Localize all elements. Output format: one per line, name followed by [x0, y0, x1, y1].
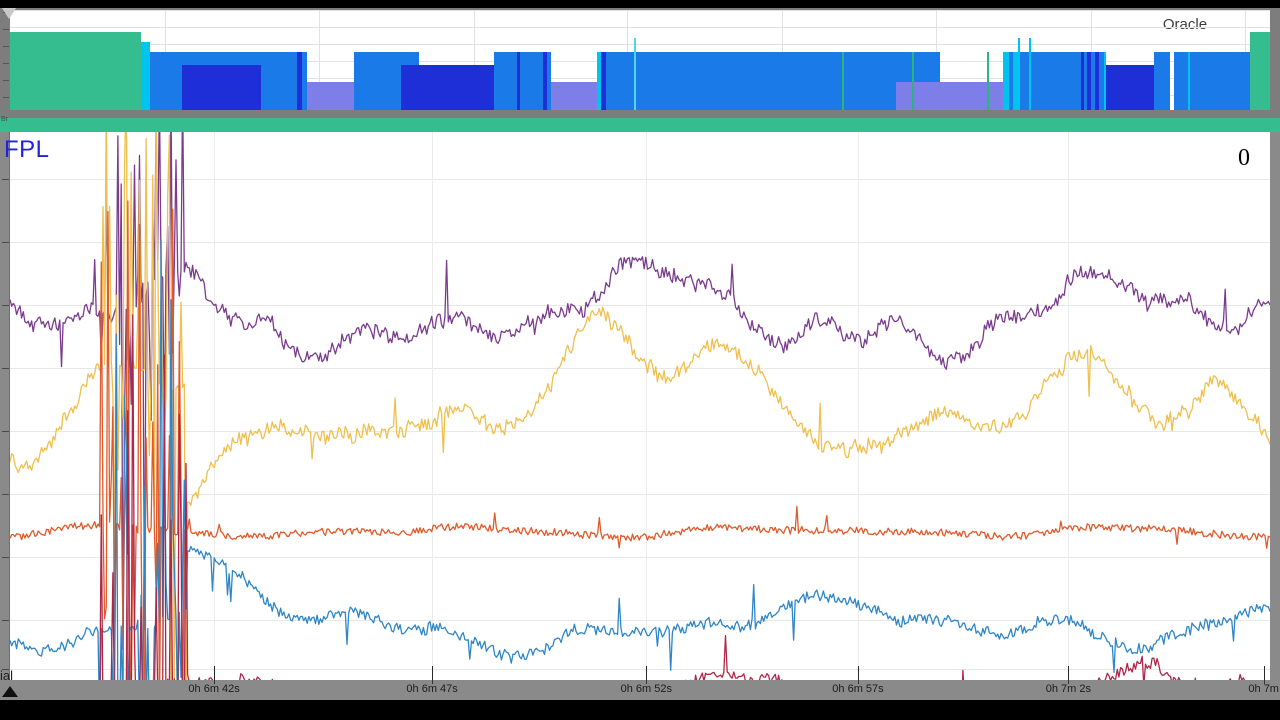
chart-series-purple [10, 132, 1270, 651]
occupancy-bar[interactable] [493, 52, 497, 110]
chart-gridline [10, 367, 1270, 369]
fpl-chart-panel[interactable] [0, 132, 1280, 700]
chart-gridline [10, 493, 1270, 495]
occupancy-bar[interactable] [605, 52, 611, 110]
occupancy-bar[interactable] [10, 32, 142, 110]
occupancy-tick-marker[interactable] [1188, 52, 1191, 110]
chart-gridline [1068, 132, 1070, 680]
occupancy-bar[interactable] [301, 52, 307, 110]
chart-x-tick [1068, 666, 1070, 680]
chart-series-steel-blue [10, 238, 1270, 680]
upper-occupancy-panel[interactable]: Oracle [0, 8, 1280, 112]
occupancy-bar[interactable] [516, 52, 521, 110]
occupancy-bar[interactable] [600, 52, 606, 110]
chart-x-tick [646, 666, 648, 680]
chart-corner-value: 0 [1238, 145, 1250, 171]
chart-series-gold [10, 132, 1270, 680]
occupancy-bar[interactable] [1081, 52, 1085, 110]
occupancy-bar[interactable] [548, 52, 552, 110]
chart-series-layer [10, 132, 1270, 680]
upper-gridline [10, 10, 1270, 11]
chart-gridline [10, 619, 1270, 621]
chart-gridline [857, 132, 859, 680]
time-axis-label: 0h 6m 57s [832, 683, 884, 695]
activity-band[interactable] [0, 118, 1280, 132]
time-axis-label: 0h 6m 42s [188, 683, 240, 695]
occupancy-tick-marker[interactable] [1029, 38, 1032, 110]
occupancy-bar[interactable] [1249, 32, 1270, 110]
chart-gridline [10, 669, 1270, 671]
time-axis-label: 0h 7m [1248, 683, 1279, 695]
upper-gridline [473, 10, 475, 110]
occupancy-bar[interactable] [297, 52, 302, 110]
occupancy-bar[interactable] [1012, 52, 1020, 110]
time-axis[interactable]: 0h 6m 42s 0h 6m 47s 0h 6m 52s 0h 6m 57s 0h 7… [0, 680, 1280, 700]
occupancy-bar[interactable] [306, 82, 360, 110]
letterbox-top [0, 0, 1280, 8]
occupancy-bar[interactable] [1019, 52, 1107, 110]
occupancy-tick-marker[interactable] [912, 52, 915, 110]
chart-gridline [10, 241, 1270, 243]
occupancy-bar[interactable] [1103, 65, 1155, 110]
upper-gridline [10, 44, 1270, 45]
occupancy-bar[interactable] [141, 42, 151, 110]
timeline-start-caret-icon[interactable] [2, 8, 16, 19]
occupancy-bar[interactable] [1174, 52, 1253, 110]
occupancy-bar[interactable] [1008, 52, 1013, 110]
chart-gridline [10, 556, 1270, 558]
occupancy-tick-marker[interactable] [986, 52, 989, 110]
occupancy-bar[interactable] [551, 82, 597, 110]
panel-separator [0, 112, 1280, 118]
occupancy-bar[interactable] [400, 65, 494, 110]
chart-gridline [214, 132, 216, 680]
occupancy-bar[interactable] [496, 52, 550, 110]
oracle-annotation-label: Oracle [1162, 16, 1208, 33]
time-axis-tick [432, 680, 434, 684]
chart-y-axis-ticks [0, 132, 10, 680]
chart-gridline [10, 304, 1270, 306]
occupancy-bar[interactable] [1154, 52, 1171, 110]
timeline-cursor-caret-icon[interactable] [2, 686, 18, 697]
chart-gridline [432, 132, 434, 680]
occupancy-tick-marker[interactable] [1018, 38, 1020, 110]
occupancy-bar[interactable] [596, 52, 601, 110]
chart-x-tick [214, 666, 216, 680]
occupancy-bar[interactable] [611, 52, 896, 110]
upper-plot-area[interactable]: Oracle [10, 10, 1270, 110]
occupancy-bar[interactable] [1002, 52, 1009, 110]
upper-axis-ticks [0, 10, 10, 110]
activity-band-label: Br [1, 116, 8, 123]
occupancy-tick-marker[interactable] [1103, 52, 1106, 110]
time-axis-label: 0h 6m 52s [620, 683, 672, 695]
chart-title-fpl: FPL [4, 136, 50, 163]
chart-x-tick [857, 666, 859, 680]
time-axis-tick [1068, 680, 1070, 684]
chart-x-tick [1263, 666, 1265, 680]
occupancy-tick-marker[interactable] [633, 38, 636, 110]
chart-gridline [646, 132, 648, 680]
occupancy-bar[interactable] [1094, 52, 1099, 110]
time-axis-label: 0h 7m 2s [1045, 683, 1092, 695]
occupancy-bar[interactable] [260, 52, 298, 110]
upper-gridline [318, 10, 320, 110]
time-axis-tick [646, 680, 648, 684]
upper-gridline [10, 27, 1270, 28]
occupancy-tick-marker[interactable] [841, 52, 844, 110]
chart-plot-area[interactable] [10, 132, 1270, 680]
time-axis-tick [857, 680, 859, 684]
time-axis-label: 0h 6m 47s [406, 683, 458, 695]
chart-gridline [10, 430, 1270, 432]
time-axis-tick [1263, 680, 1265, 684]
time-axis-tick [214, 680, 216, 684]
occupancy-bar[interactable] [150, 52, 182, 110]
chart-bottom-left-label: ial [0, 668, 14, 683]
letterbox-bottom [0, 700, 1280, 720]
chart-series-orange [10, 200, 1270, 680]
chart-gridline [10, 178, 1270, 180]
occupancy-bar[interactable] [1087, 52, 1092, 110]
occupancy-bar[interactable] [542, 52, 547, 110]
chart-x-tick [432, 666, 434, 680]
